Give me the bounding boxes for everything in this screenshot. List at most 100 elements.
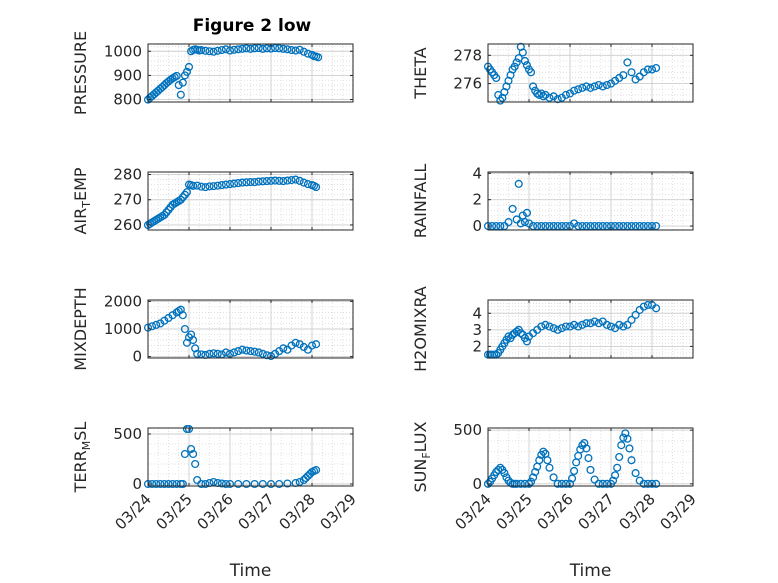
subplot-4: 0 2 4 RAINFALL [411, 164, 694, 238]
data-point [238, 44, 247, 53]
data-point [602, 222, 611, 231]
subplot-6: 234 H2OMIXRA [411, 286, 694, 372]
data-point [225, 46, 235, 55]
y-tick-label: 800 [113, 91, 142, 109]
data-point [197, 182, 206, 191]
data-point [254, 348, 263, 357]
y-tick-label: 1000 [104, 320, 142, 338]
data-point [287, 45, 296, 55]
data-point [283, 479, 292, 488]
data-point [639, 302, 648, 311]
data-point [524, 219, 534, 228]
data-point [287, 176, 296, 185]
y-tick-label: 276 [453, 75, 482, 93]
data-point [174, 81, 183, 90]
data-point [522, 337, 531, 346]
data-point [217, 479, 226, 488]
data-point [631, 222, 640, 231]
subplot-grid: 800 900 1000 PRESSURE 276 278 THETA 260 270 280 AI… [71, 31, 700, 581]
data-point [557, 479, 566, 488]
data-point [615, 222, 624, 231]
x-axis-label: Time [229, 561, 272, 581]
data-point [312, 465, 321, 475]
data-point [549, 324, 558, 333]
data-point [174, 306, 183, 316]
data-point [314, 53, 323, 62]
data-point [209, 349, 218, 358]
data-point [516, 219, 525, 228]
data-point [553, 95, 562, 104]
data-point [561, 479, 570, 488]
data-point [602, 80, 611, 90]
data-point [594, 80, 603, 90]
data-point [258, 479, 267, 489]
data-point [266, 479, 276, 489]
data-point [508, 204, 517, 213]
y-axis-label: THETA [411, 47, 430, 99]
data-point [492, 73, 501, 82]
data-point [545, 463, 554, 472]
data-point [606, 322, 616, 331]
data-point [567, 474, 577, 483]
data-point [258, 177, 267, 186]
data-point [594, 319, 603, 328]
data-point [213, 181, 222, 190]
data-point [217, 45, 226, 55]
axes-background [488, 428, 693, 486]
data-point [189, 181, 198, 190]
data-point [631, 310, 640, 319]
data-point [611, 471, 620, 480]
data-point [225, 180, 235, 189]
data-point [570, 466, 579, 476]
data-point [166, 75, 175, 84]
data-point [234, 479, 243, 489]
data-point [598, 82, 607, 91]
data-point [512, 479, 521, 488]
data-point [602, 320, 611, 329]
data-point [242, 178, 251, 187]
y-tick-label: 0 [132, 348, 142, 366]
data-point [164, 479, 173, 489]
y-tick-label: 0 [472, 217, 482, 235]
y-axis-label: AIRTEMP [71, 167, 93, 234]
data-point [299, 475, 308, 485]
data-point [582, 319, 591, 328]
data-point [271, 176, 280, 185]
data-point [178, 78, 187, 87]
data-point [529, 82, 538, 91]
data-point [168, 479, 177, 489]
data-point [578, 222, 587, 231]
data-point [627, 222, 636, 231]
data-point [647, 479, 657, 488]
data-point [221, 348, 230, 357]
data-point [526, 68, 536, 77]
axes-box [487, 299, 694, 359]
data-point [639, 222, 648, 231]
data-point [182, 188, 192, 197]
data-point [504, 218, 513, 227]
data-point [526, 477, 536, 486]
data-point [647, 65, 657, 74]
data-point [643, 300, 652, 310]
data-point [541, 320, 550, 329]
data-point [518, 48, 527, 57]
data-point [623, 320, 632, 329]
data-point [303, 345, 312, 354]
data-point [172, 71, 181, 80]
data-point [524, 479, 534, 488]
data-point [213, 46, 222, 55]
y-tick-label: 500 [113, 425, 142, 443]
data-point [623, 222, 632, 231]
axes-background [148, 172, 353, 230]
y-axis-label: H2OMIXRA [411, 286, 430, 372]
data-point [230, 179, 239, 188]
data-point [160, 479, 169, 489]
data-point [619, 322, 628, 331]
data-point [197, 45, 206, 55]
data-point [643, 222, 652, 231]
data-point [201, 479, 210, 489]
data-point [533, 222, 542, 231]
y-axis-label: PRESSURE [71, 31, 90, 115]
y-tick-label: 270 [113, 191, 142, 209]
data-point [193, 349, 202, 358]
